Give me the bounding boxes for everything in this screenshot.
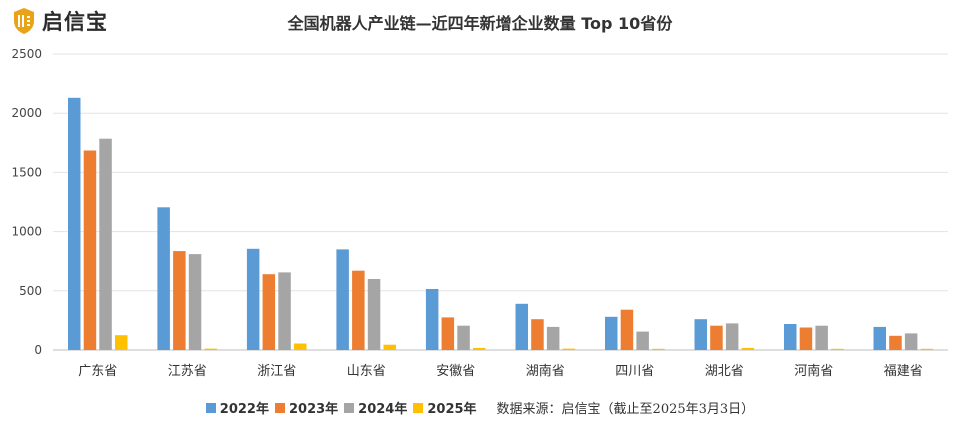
data-source-note: 数据来源：启信宝（截止至2025年3月3日） bbox=[496, 402, 755, 417]
bars bbox=[68, 97, 934, 350]
bar-2024年-河南省 bbox=[815, 325, 828, 350]
y-tick-label: 1000 bbox=[11, 225, 42, 239]
bar-2024年-浙江省 bbox=[278, 272, 291, 350]
bar-2024年-山东省 bbox=[367, 279, 381, 350]
y-tick-label: 2500 bbox=[11, 47, 42, 61]
bar-2022年-浙江省 bbox=[246, 248, 260, 350]
x-category-label: 安徽省 bbox=[436, 364, 475, 379]
y-axis-ticks: 0 500 1000 1500 2000 2500 bbox=[11, 47, 42, 357]
x-category-label: 湖北省 bbox=[705, 364, 744, 379]
bar-2025年-浙江省 bbox=[294, 343, 307, 350]
bar-2024年-湖南省 bbox=[546, 326, 560, 350]
y-tick-label: 0 bbox=[34, 343, 42, 357]
bar-2022年-河南省 bbox=[784, 324, 797, 350]
bar-2023年-湖南省 bbox=[531, 319, 544, 350]
x-category-label: 湖南省 bbox=[526, 363, 565, 379]
bar-2023年-广东省 bbox=[83, 150, 97, 350]
legend-item-2022: 2022年 bbox=[205, 398, 269, 417]
brand-name: 启信宝 bbox=[42, 10, 108, 34]
bar-2023年-山东省 bbox=[352, 270, 365, 350]
legend-item-2023: 2023年 bbox=[274, 398, 339, 417]
bar-2024年-四川省 bbox=[636, 331, 649, 350]
legend: 2022年 2023年 2024年 2025年 数据来源：启信宝（截止至2025… bbox=[0, 398, 960, 417]
gridlines bbox=[53, 53, 948, 351]
bar-2023年-安徽省 bbox=[441, 317, 455, 350]
bar-2025年-江苏省 bbox=[204, 348, 217, 350]
bar-2024年-福建省 bbox=[904, 333, 918, 350]
bar-2022年-安徽省 bbox=[425, 289, 439, 350]
bar-2023年-河南省 bbox=[799, 327, 813, 350]
x-category-label: 河南省 bbox=[794, 363, 833, 379]
shield-logo-icon bbox=[14, 8, 34, 34]
bar-2024年-广东省 bbox=[99, 138, 112, 350]
legend-label-2024: 2024年 bbox=[358, 402, 408, 417]
bar-2025年-四川省 bbox=[652, 348, 665, 350]
x-category-label: 广东省 bbox=[78, 364, 117, 379]
bar-2025年-河南省 bbox=[831, 348, 844, 350]
bar-2024年-安徽省 bbox=[457, 325, 470, 350]
bar-2025年-安徽省 bbox=[473, 347, 486, 350]
legend-label-2025: 2025年 bbox=[427, 402, 477, 417]
bar-2022年-四川省 bbox=[605, 316, 618, 350]
bar-2022年-湖南省 bbox=[515, 303, 528, 350]
bar-2025年-广东省 bbox=[115, 335, 128, 350]
bar-2022年-山东省 bbox=[336, 249, 349, 350]
bar-2022年-湖北省 bbox=[694, 319, 707, 350]
x-category-label: 山东省 bbox=[347, 364, 386, 379]
bar-2023年-浙江省 bbox=[262, 274, 276, 350]
x-category-label: 江苏省 bbox=[168, 363, 207, 379]
legend-swatch-2024 bbox=[344, 402, 355, 413]
y-tick-label: 1500 bbox=[11, 165, 42, 179]
brand-logo: 启信宝 bbox=[12, 6, 108, 36]
x-axis-categories: 广东省 江苏省 浙江省 山东省 安徽省 湖南省 四川省 湖北省 河南省 福建省 bbox=[78, 363, 923, 379]
bar-2023年-四川省 bbox=[620, 309, 634, 350]
x-category-label: 浙江省 bbox=[257, 364, 296, 379]
bar-2022年-福建省 bbox=[873, 326, 886, 350]
legend-label-2023: 2023年 bbox=[288, 402, 339, 417]
legend-swatch-2025 bbox=[413, 402, 424, 413]
bar-2023年-福建省 bbox=[889, 335, 902, 350]
legend-swatch-2022 bbox=[205, 402, 216, 413]
bar-2025年-福建省 bbox=[920, 348, 934, 350]
bar-2025年-湖南省 bbox=[562, 348, 576, 350]
x-category-label: 四川省 bbox=[615, 364, 654, 379]
legend-item-2024: 2024年 bbox=[344, 398, 407, 417]
bar-2025年-湖北省 bbox=[741, 347, 755, 350]
bar-2024年-江苏省 bbox=[188, 254, 202, 350]
bar-2022年-广东省 bbox=[68, 97, 81, 350]
bar-2023年-江苏省 bbox=[173, 251, 186, 350]
bar-2023年-湖北省 bbox=[710, 325, 723, 350]
y-tick-label: 500 bbox=[19, 284, 42, 298]
bar-2024年-湖北省 bbox=[725, 323, 739, 350]
chart-title: 全国机器人产业链—近四年新增企业数量 Top 10省份 bbox=[287, 14, 673, 33]
legend-label-2022: 2022年 bbox=[219, 402, 269, 417]
y-tick-label: 2000 bbox=[11, 106, 42, 120]
bar-2025年-山东省 bbox=[383, 344, 396, 350]
legend-item-2025: 2025年 bbox=[413, 398, 477, 417]
legend-swatch-2023 bbox=[274, 402, 285, 413]
bar-2022年-江苏省 bbox=[157, 207, 170, 350]
x-category-label: 福建省 bbox=[884, 364, 923, 379]
